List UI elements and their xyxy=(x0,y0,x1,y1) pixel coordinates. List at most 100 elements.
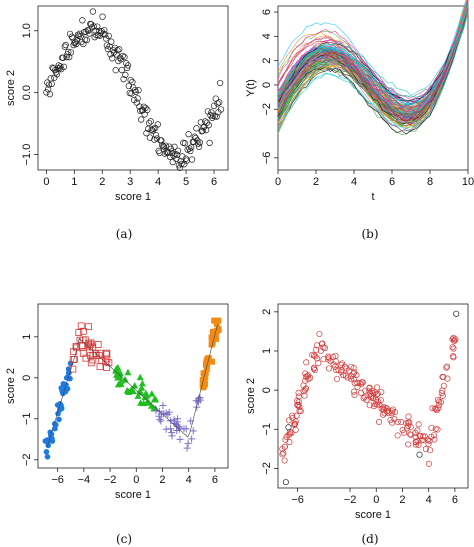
data-point xyxy=(99,13,106,20)
panel-caption: (a) xyxy=(116,227,133,241)
data-point xyxy=(380,411,387,418)
group-point xyxy=(162,409,170,417)
data-point xyxy=(305,375,312,382)
data-point xyxy=(444,363,451,370)
x-tick-label: 2 xyxy=(399,494,405,506)
data-point xyxy=(60,63,68,70)
data-point xyxy=(282,436,289,443)
y-tick-label: 0 xyxy=(261,387,273,393)
data-point xyxy=(385,410,392,417)
data-point xyxy=(286,439,293,446)
curve xyxy=(277,4,469,110)
data-point xyxy=(333,375,340,383)
y-tick-label: 1 xyxy=(21,334,33,340)
data-point xyxy=(350,388,358,395)
data-point xyxy=(162,142,169,149)
x-tick-label: 4 xyxy=(186,474,192,486)
group-point xyxy=(89,343,97,351)
y-tick-label: 4 xyxy=(261,33,273,39)
x-axis-label: score 1 xyxy=(115,489,151,501)
group-point xyxy=(200,384,207,391)
panel-a: 0 1 2 3 4 5 6 −1.0 0.0 1.0 score 1 score 2 (a) xyxy=(5,5,229,241)
data-point xyxy=(301,387,308,394)
group-point xyxy=(200,377,207,384)
data-point xyxy=(381,410,388,417)
data-point xyxy=(440,373,447,381)
data-point xyxy=(354,379,361,387)
data-point xyxy=(62,41,69,49)
y-tick-label: −1 xyxy=(261,423,273,436)
data-point xyxy=(145,119,153,127)
data-point xyxy=(346,367,353,374)
data-point xyxy=(394,432,401,439)
group-point xyxy=(84,342,92,350)
data-point xyxy=(120,75,127,83)
curve xyxy=(277,7,469,117)
y-tick-label: −6 xyxy=(261,152,273,165)
data-point xyxy=(134,95,141,102)
group-point xyxy=(211,317,218,324)
data-point xyxy=(335,366,342,373)
plot-frame xyxy=(277,5,469,171)
data-point xyxy=(353,372,360,379)
data-point xyxy=(105,32,112,40)
group-point xyxy=(85,323,92,331)
data-point xyxy=(128,90,135,97)
data-point xyxy=(429,405,436,412)
data-point xyxy=(152,132,160,139)
data-point xyxy=(296,403,303,411)
group-point xyxy=(209,328,216,335)
data-point xyxy=(325,365,333,372)
group-point xyxy=(102,350,110,358)
data-point xyxy=(121,53,128,61)
outlier-point xyxy=(282,479,289,486)
data-point xyxy=(351,380,358,387)
group-point xyxy=(117,377,125,384)
y-tick-label: 0 xyxy=(261,82,273,88)
data-point xyxy=(391,416,398,423)
y-tick-label: 0.0 xyxy=(21,85,33,100)
data-point xyxy=(332,363,339,370)
data-point xyxy=(48,80,55,87)
group-point xyxy=(162,425,170,433)
x-tick-label: 4 xyxy=(426,494,432,506)
group-point xyxy=(212,335,219,342)
data-point xyxy=(313,342,320,349)
data-point xyxy=(154,121,161,128)
data-point xyxy=(451,337,458,344)
data-point xyxy=(450,345,457,352)
group-point xyxy=(56,416,62,423)
x-tick-label: 4 xyxy=(155,176,161,188)
data-point xyxy=(196,139,204,146)
group-point xyxy=(159,401,167,409)
group-point xyxy=(54,402,61,408)
data-point xyxy=(85,27,92,34)
group-point xyxy=(134,392,142,399)
group-point xyxy=(157,417,165,425)
y-tick-label: 1.0 xyxy=(21,23,33,38)
x-tick-label: −4 xyxy=(78,474,91,486)
outlier-point xyxy=(285,424,292,431)
data-point xyxy=(214,100,221,107)
data-point xyxy=(124,62,132,69)
group-point xyxy=(183,444,191,452)
data-point xyxy=(366,402,373,409)
data-point xyxy=(288,429,295,436)
data-point xyxy=(197,119,204,126)
data-point xyxy=(202,118,209,125)
data-point xyxy=(373,396,380,403)
data-point xyxy=(171,143,178,150)
data-point xyxy=(82,28,90,35)
curve xyxy=(277,4,469,123)
y-tick-label: −2 xyxy=(261,103,273,116)
x-tick-label: −2 xyxy=(344,494,357,506)
data-point xyxy=(113,51,120,58)
group-point xyxy=(138,384,146,391)
data-point xyxy=(79,17,86,24)
data-point xyxy=(292,420,299,427)
data-point xyxy=(444,375,451,382)
data-point xyxy=(181,140,189,147)
data-point xyxy=(114,47,121,54)
data-point xyxy=(156,149,163,156)
y-axis-label: score 2 xyxy=(245,378,257,414)
